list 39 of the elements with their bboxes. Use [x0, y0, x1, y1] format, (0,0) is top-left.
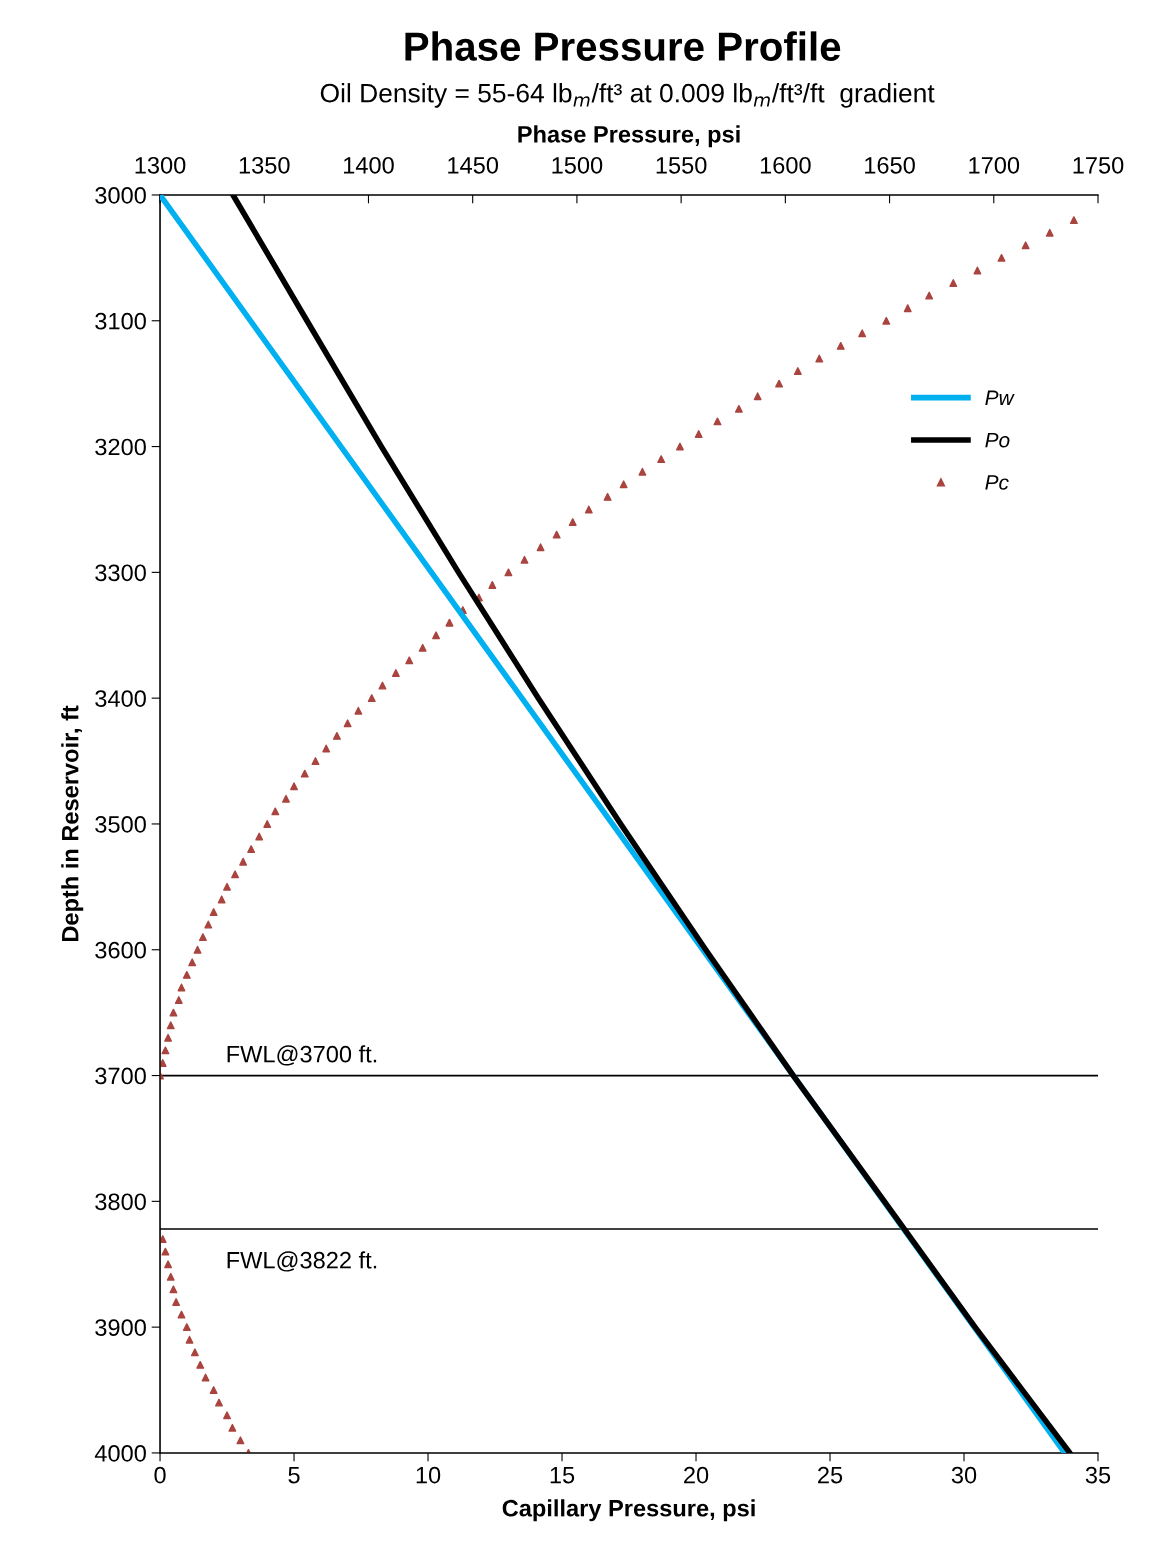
x-tick-label: 35: [1085, 1466, 1111, 1484]
x-tick-label: 5: [288, 1467, 300, 1484]
legend-label: Pw: [985, 390, 1015, 405]
legend-label: Po: [985, 432, 1010, 448]
y-axis-title: Depth in Reservoir, ft: [61, 705, 84, 942]
x-tick-label: 10: [416, 1466, 441, 1484]
x2-tick-label: 1300: [135, 156, 186, 174]
x2-tick-label: 1500: [552, 156, 603, 174]
chart-subtitle: Oil Density = 55-64 lb$_{m}$/ft³ at 0.009 lb$_{m}$/ft³/ft gradient: [320, 83, 935, 108]
x2-axis-title: Phase Pressure, psi: [518, 125, 740, 148]
x-tick-label: 25: [818, 1466, 843, 1484]
y-tick-label: 3100: [95, 312, 146, 330]
y-tick-label: 3700: [95, 1067, 146, 1085]
x-tick-label: 20: [684, 1466, 709, 1484]
y-tick-label: 3200: [95, 438, 146, 456]
y-tick-label: 3800: [95, 1193, 146, 1211]
legend-label: Pc: [985, 475, 1009, 490]
y-tick-label: 3500: [95, 816, 146, 833]
x2-tick-label: 1450: [448, 156, 499, 174]
x2-tick-label: 1550: [656, 156, 707, 174]
ref-line-label: FWL@3822 ft.: [227, 1251, 377, 1272]
x2-tick-label: 1700: [969, 156, 1020, 174]
x2-tick-label: 1400: [344, 156, 394, 174]
y-tick-label: 3300: [95, 564, 146, 582]
x2-tick-label: 1350: [239, 156, 290, 174]
x-tick-label: 0: [154, 1466, 166, 1484]
y-tick-label: 3400: [95, 690, 146, 707]
x-tick-label: 15: [550, 1467, 575, 1484]
chart-title: Phase Pressure Profile: [405, 31, 841, 61]
x2-tick-label: 1650: [865, 156, 915, 174]
x-tick-label: 30: [951, 1466, 977, 1484]
x-axis-title: Capillary Pressure, psi: [502, 1499, 755, 1522]
y-tick-label: 3000: [95, 187, 146, 204]
x2-tick-label: 1600: [760, 156, 811, 174]
ref-line-label: FWL@3700 ft.: [227, 1045, 377, 1066]
y-tick-label: 3900: [95, 1319, 146, 1336]
y-tick-label: 4000: [94, 1445, 146, 1462]
y-tick-label: 3600: [95, 941, 146, 959]
x2-tick-label: 1750: [1073, 156, 1124, 174]
